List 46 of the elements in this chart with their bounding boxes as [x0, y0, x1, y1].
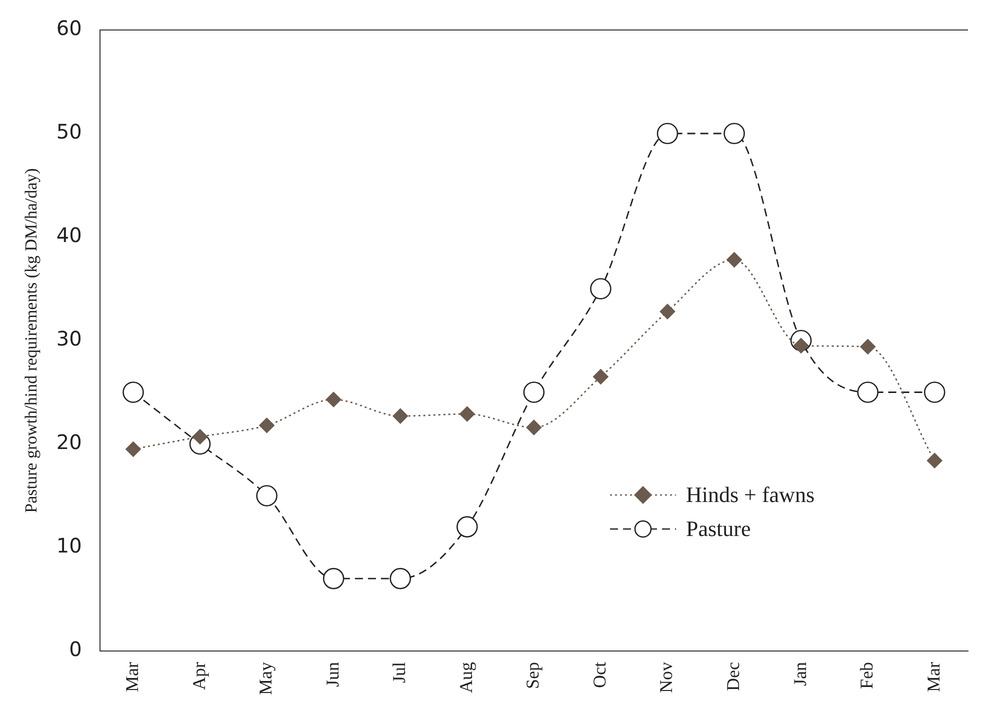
point — [656, 122, 678, 144]
x-tick-label: Jan — [790, 662, 810, 686]
point — [259, 418, 274, 434]
x-tick-label: Jul — [389, 662, 410, 684]
x-tick-label: Aug — [456, 662, 476, 694]
y-tick-label: 0 — [69, 637, 82, 662]
point — [392, 408, 408, 424]
x-tick-label: Feb — [856, 662, 877, 690]
y-tick-label: 20 — [56, 430, 82, 454]
point — [390, 568, 412, 590]
point — [322, 568, 344, 590]
x-tick-label: Mar — [122, 662, 142, 692]
point — [192, 429, 208, 444]
legend-label: Hinds + fawns — [686, 482, 815, 508]
y-tick-label: 60 — [56, 16, 82, 40]
x-tick-label: Mar — [923, 662, 944, 692]
point — [256, 485, 278, 506]
point — [593, 369, 608, 384]
point — [456, 516, 478, 538]
point — [860, 339, 876, 354]
point — [122, 382, 144, 403]
x-tick-label: May — [256, 662, 276, 696]
x-tick-label: Dec — [723, 662, 743, 691]
point — [924, 382, 946, 403]
point — [660, 304, 676, 320]
point — [926, 452, 942, 468]
x-tick-label: Apr — [188, 662, 209, 690]
point — [459, 406, 475, 422]
y-tick-label: 10 — [56, 534, 82, 558]
point — [526, 420, 542, 436]
point — [326, 392, 342, 408]
y-axis-title: Pasture growth/hind requirements (kg DM/ha/day) — [22, 168, 41, 513]
point — [126, 442, 141, 457]
x-tick-label: Nov — [656, 662, 676, 694]
x-tick-label: Jun — [322, 662, 342, 688]
y-tick-label: 30 — [56, 326, 82, 351]
x-tick-label: Sep — [522, 662, 543, 690]
point — [857, 382, 878, 403]
x-tick-label: Oct — [589, 662, 610, 688]
point — [523, 382, 545, 403]
legend-label: Pasture — [686, 516, 751, 542]
y-tick-label: 40 — [56, 223, 82, 248]
point — [590, 278, 612, 300]
y-tick-label: 50 — [56, 120, 82, 144]
point — [724, 122, 745, 144]
point — [726, 252, 742, 268]
